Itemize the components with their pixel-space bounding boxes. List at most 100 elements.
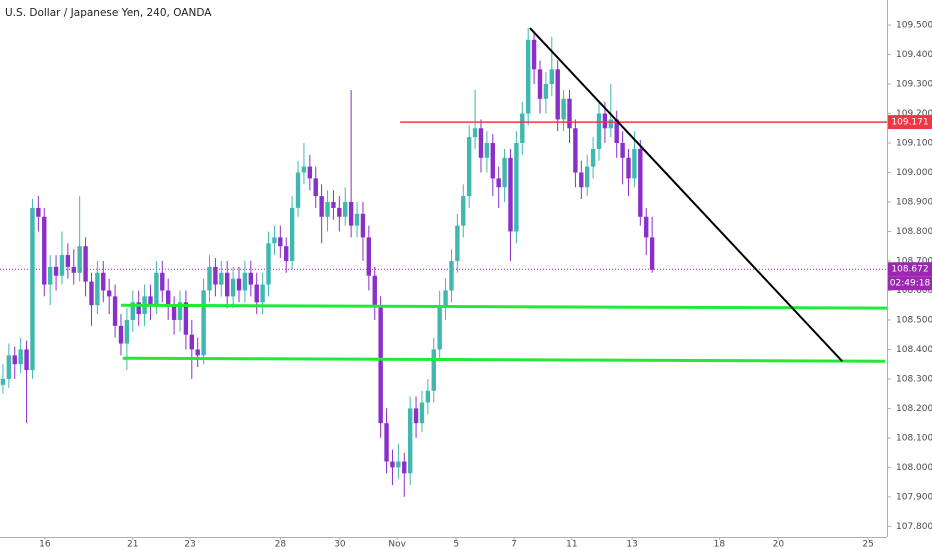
- candle-body: [419, 402, 425, 424]
- candle-body: [136, 302, 141, 315]
- candle-body: [555, 69, 560, 120]
- candle-body: [118, 325, 124, 344]
- candle-body: [466, 137, 472, 197]
- trend-line: [122, 356, 886, 363]
- candle-body: [313, 178, 318, 197]
- candle-body: [171, 305, 177, 320]
- candle-body: [177, 302, 183, 320]
- candle-body: [378, 305, 383, 424]
- candle-body: [189, 334, 194, 350]
- candle-body: [520, 113, 525, 144]
- candle-body: [649, 237, 655, 270]
- candle-body: [219, 272, 224, 285]
- y-tick-label: 108.400: [896, 345, 932, 355]
- price-label: 108.672: [891, 265, 928, 275]
- timer-label: 02:49:18: [890, 279, 931, 289]
- candle-body: [366, 237, 372, 276]
- candle-body: [343, 202, 348, 217]
- candle-body: [396, 461, 401, 468]
- candle-body: [0, 378, 6, 385]
- y-tick-label: 108.300: [896, 374, 932, 384]
- candle-body: [537, 69, 543, 99]
- x-tick-label: 25: [862, 540, 873, 550]
- candle-body: [608, 119, 614, 129]
- price-label: 109.171: [891, 118, 928, 128]
- candle-body: [242, 272, 248, 291]
- candle-body: [449, 260, 454, 291]
- candle-body: [348, 202, 354, 226]
- y-tick-label: 109.300: [896, 80, 932, 90]
- candle-body: [89, 281, 94, 306]
- plot-area: [0, 27, 887, 497]
- candle-body: [626, 157, 631, 179]
- candle-body: [24, 349, 29, 371]
- y-tick-label: 109.200: [896, 109, 932, 119]
- candle-body: [525, 39, 531, 114]
- candle-body: [461, 196, 466, 226]
- candle-body: [590, 148, 596, 167]
- x-tick-label: 16: [39, 540, 51, 550]
- candle-body: [407, 408, 413, 474]
- y-tick-label: 108.500: [896, 315, 932, 325]
- candle-body: [431, 349, 436, 391]
- candle-body: [124, 319, 130, 344]
- x-tick-label: 7: [511, 540, 517, 550]
- candle-body: [443, 290, 448, 306]
- candle-body: [360, 213, 366, 238]
- candle-body: [112, 296, 118, 326]
- candle-body: [514, 143, 519, 232]
- x-tick-label: 13: [626, 540, 637, 550]
- candle-body: [413, 408, 419, 424]
- candle-body: [478, 128, 484, 158]
- candle-body: [472, 128, 478, 138]
- candle-body: [602, 113, 608, 129]
- candle-body: [101, 272, 106, 291]
- candle-body: [295, 172, 301, 208]
- candle-body: [154, 272, 159, 306]
- candle-body: [30, 207, 35, 371]
- x-tick-label: 5: [453, 540, 459, 550]
- candle-body: [307, 166, 313, 179]
- y-tick-label: 108.900: [896, 198, 932, 208]
- candle-body: [484, 143, 490, 158]
- candle-body: [160, 272, 165, 291]
- y-tick-label: 108.000: [896, 463, 932, 473]
- x-tick-label: 28: [275, 540, 287, 550]
- candle-body: [278, 237, 283, 247]
- candle-body: [508, 157, 513, 232]
- candle-body: [372, 275, 377, 306]
- y-tick-label: 108.700: [896, 256, 932, 266]
- candle-body: [225, 272, 230, 297]
- candle-body: [425, 390, 431, 403]
- candle-body: [490, 143, 495, 179]
- x-tick-label: 20: [773, 540, 785, 550]
- y-tick-label: 109.500: [896, 21, 932, 31]
- candle-body: [260, 284, 265, 303]
- candle-body: [65, 255, 71, 267]
- candle-body: [59, 255, 65, 276]
- candle-body: [248, 272, 254, 285]
- candle-body: [36, 207, 41, 217]
- candle-body: [437, 305, 442, 350]
- candle-body: [201, 290, 206, 356]
- candle-body: [331, 202, 336, 208]
- candle-body: [130, 302, 135, 320]
- candle-body: [579, 172, 584, 188]
- y-tick-label: 107.900: [896, 492, 932, 502]
- price-label-box: [888, 115, 932, 130]
- y-tick-label: 109.100: [896, 139, 932, 149]
- candle-body: [337, 207, 342, 217]
- x-tick-label: 11: [566, 540, 577, 550]
- candle-body: [614, 119, 619, 144]
- candle-body: [53, 266, 59, 276]
- candle-body: [213, 266, 218, 285]
- candle-body: [272, 237, 277, 244]
- y-tick-label: 108.600: [896, 286, 932, 296]
- candle-body: [18, 349, 23, 365]
- candle-body: [319, 196, 324, 217]
- y-tick-label: 108.800: [896, 227, 932, 237]
- candle-body: [266, 243, 271, 285]
- trend-line: [529, 27, 843, 362]
- candle-body: [549, 69, 554, 85]
